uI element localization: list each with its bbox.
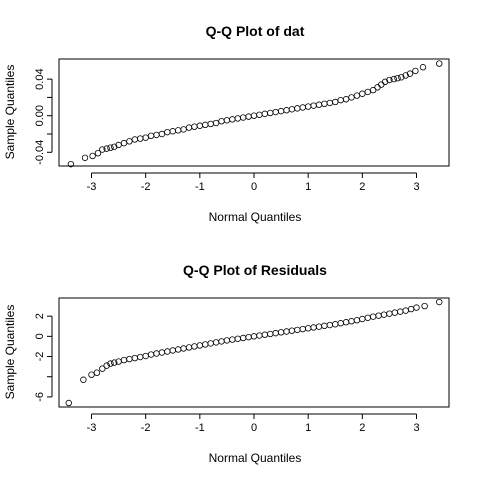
x-axis-label: Normal Quantiles	[209, 210, 302, 224]
x-tick-label: -3	[87, 422, 97, 434]
x-tick-label: 2	[359, 181, 365, 193]
data-point	[107, 360, 114, 367]
y-tick-label: 0.04	[34, 68, 46, 89]
x-tick-label: 3	[413, 422, 419, 434]
y-tick-label: -0.04	[34, 140, 46, 165]
y-tick-label: 0	[34, 333, 46, 339]
x-axis-label: Normal Quantiles	[209, 451, 302, 465]
x-tick-label: 1	[305, 181, 311, 193]
data-point	[421, 302, 428, 310]
y-axis-label: Sample Quantiles	[3, 65, 17, 160]
data-point	[88, 371, 95, 378]
plot-frame	[58, 58, 450, 167]
y-axis-label: Sample Quantiles	[3, 305, 17, 400]
y-axis: -0.04 0.00 0.04	[34, 68, 53, 165]
x-tick-label: -2	[141, 181, 151, 193]
data-point	[80, 376, 87, 383]
plot-frame	[58, 297, 450, 408]
y-tick-label: -2	[34, 352, 46, 362]
chart-title: Q-Q Plot of Residuals	[183, 262, 327, 278]
data-point	[111, 143, 118, 150]
x-tick-label: 2	[359, 422, 365, 434]
data-point	[111, 359, 118, 366]
data-point	[413, 304, 420, 311]
data-point	[436, 60, 443, 67]
x-tick-label: 0	[251, 181, 257, 193]
data-point	[436, 298, 443, 306]
data-point	[65, 399, 72, 407]
chart-title: Q-Q Plot of dat	[206, 23, 305, 39]
data-point	[390, 75, 397, 83]
y-axis: -6 -2 0 2	[34, 313, 53, 402]
data-point	[99, 365, 106, 372]
x-tick-label: 1	[305, 422, 311, 434]
data-point	[398, 74, 405, 81]
data-point	[381, 78, 389, 86]
x-tick-label: -3	[87, 181, 97, 193]
data-points	[65, 298, 443, 407]
qq-plot-dat-panel: Q-Q Plot of dat -3 -2 -1 0 1 2 3 -0.04 0.00 0.04…	[3, 23, 450, 224]
x-tick-label: 3	[413, 181, 419, 193]
data-point	[394, 75, 401, 82]
x-axis: -3 -2 -1 0 1 2 3	[87, 413, 420, 434]
qq-plot-residuals-panel: Q-Q Plot of Residuals -3 -2 -1 0 1 2 3 -6-202 …	[3, 262, 450, 465]
data-point	[419, 64, 427, 71]
data-point	[99, 146, 106, 153]
data-point	[402, 72, 409, 79]
data-point	[103, 145, 110, 152]
data-point	[94, 149, 102, 157]
data-point	[412, 67, 419, 75]
x-tick-label: -2	[141, 422, 151, 434]
data-point	[386, 76, 393, 84]
data-point	[89, 152, 96, 160]
data-points	[67, 60, 443, 168]
x-tick-label: 0	[251, 422, 257, 434]
data-point	[406, 70, 414, 77]
y-tick-label: 2	[34, 313, 46, 319]
y-tick-label: -6	[34, 392, 46, 402]
data-point	[67, 160, 75, 168]
x-tick-label: -1	[195, 181, 205, 193]
data-point	[93, 369, 101, 376]
data-point	[81, 154, 89, 161]
data-point	[107, 144, 114, 151]
x-axis: -3 -2 -1 0 1 2 3	[87, 172, 420, 193]
x-tick-label: -1	[195, 422, 205, 434]
y-tick-label: 0.00	[34, 105, 46, 126]
data-point	[103, 362, 110, 369]
